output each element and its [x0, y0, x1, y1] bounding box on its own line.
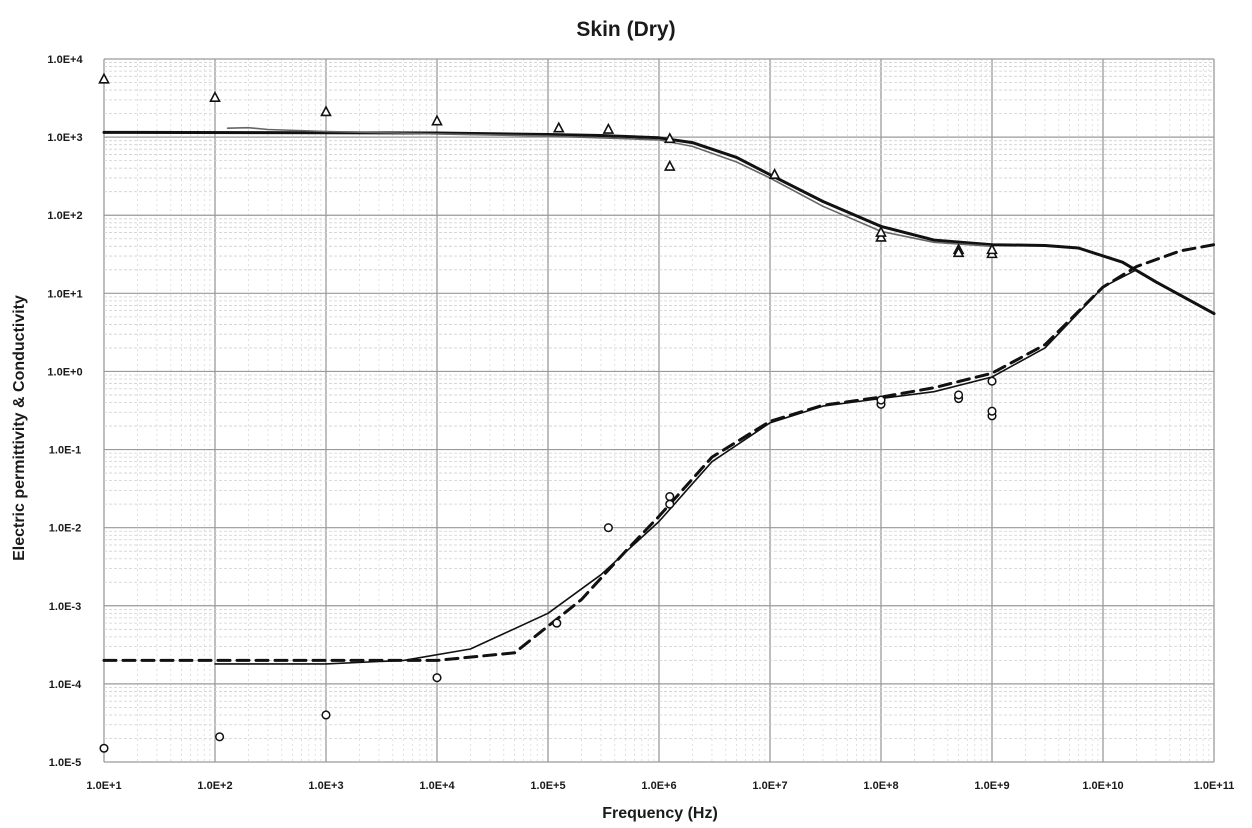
x-tick-label: 1.0E+6: [641, 780, 676, 792]
triangle-marker: [768, 168, 781, 180]
tick-labels: 1.0E+1 1.0E+2 1.0E+3 1.0E+4 1.0E+5 1.0E+6 1.0E…: [47, 54, 1234, 792]
triangle-marker: [952, 246, 965, 258]
y-tick-label: 1.0E+2: [47, 210, 82, 222]
triangle-marker: [663, 159, 676, 171]
triangle-marker: [663, 132, 676, 144]
series-line-1: [102, 130, 1216, 316]
x-tick-label: 1.0E+1: [86, 780, 121, 792]
grid: [103, 58, 1215, 763]
y-tick-label: 1.0E-1: [49, 445, 81, 457]
y-tick-label: 1.0E-4: [49, 679, 82, 691]
circle-marker: [987, 406, 997, 416]
x-tick-label: 1.0E+8: [863, 780, 898, 792]
x-tick-label: 1.0E+4: [419, 780, 455, 792]
circle-marker: [99, 743, 109, 753]
triangle-marker: [431, 114, 443, 126]
x-tick-label: 1.0E+10: [1082, 780, 1123, 792]
y-tick-label: 1.0E-3: [49, 601, 81, 613]
circle-marker: [552, 618, 562, 628]
triangle-marker: [986, 243, 998, 255]
series-line-2: [226, 126, 993, 248]
x-tick-label: 1.0E+11: [1194, 780, 1235, 792]
x-tick-label: 1.0E+5: [530, 780, 565, 792]
y-tick-label: 1.0E-5: [49, 757, 81, 769]
y-tick-label: 1.0E+3: [47, 132, 82, 144]
marker-layer: [98, 72, 998, 753]
triangle-marker: [552, 121, 565, 133]
x-tick-label: 1.0E+9: [974, 780, 1009, 792]
triangle-marker: [602, 122, 615, 134]
triangle-marker: [98, 72, 110, 84]
triangle-marker: [209, 90, 221, 102]
circle-marker: [954, 390, 964, 400]
series-line-4: [102, 243, 1216, 662]
y-axis-label: Electric permittivity & Conductivity: [11, 295, 28, 561]
x-axis-label: Frequency (Hz): [602, 805, 718, 822]
chart-title: Skin (Dry): [576, 18, 675, 41]
triangle-marker: [320, 105, 332, 117]
circle-marker: [432, 673, 442, 683]
circle-marker: [876, 395, 886, 405]
circle-marker: [987, 376, 997, 386]
y-tick-label: 1.0E+4: [47, 54, 83, 66]
x-tick-label: 1.0E+3: [308, 780, 343, 792]
triangle-marker: [875, 225, 887, 237]
circle-marker: [321, 710, 331, 720]
x-tick-label: 1.0E+7: [752, 780, 787, 792]
y-tick-label: 1.0E+1: [47, 288, 82, 300]
circle-marker: [603, 523, 613, 533]
circle-marker: [665, 499, 675, 509]
circle-marker: [215, 732, 225, 742]
series-layer: [102, 126, 1216, 665]
circle-marker: [665, 492, 675, 502]
x-tick-label: 1.0E+2: [197, 780, 232, 792]
y-tick-label: 1.0E-2: [49, 523, 81, 535]
y-tick-label: 1.0E+0: [47, 366, 82, 378]
series-line-3: [214, 269, 1138, 665]
